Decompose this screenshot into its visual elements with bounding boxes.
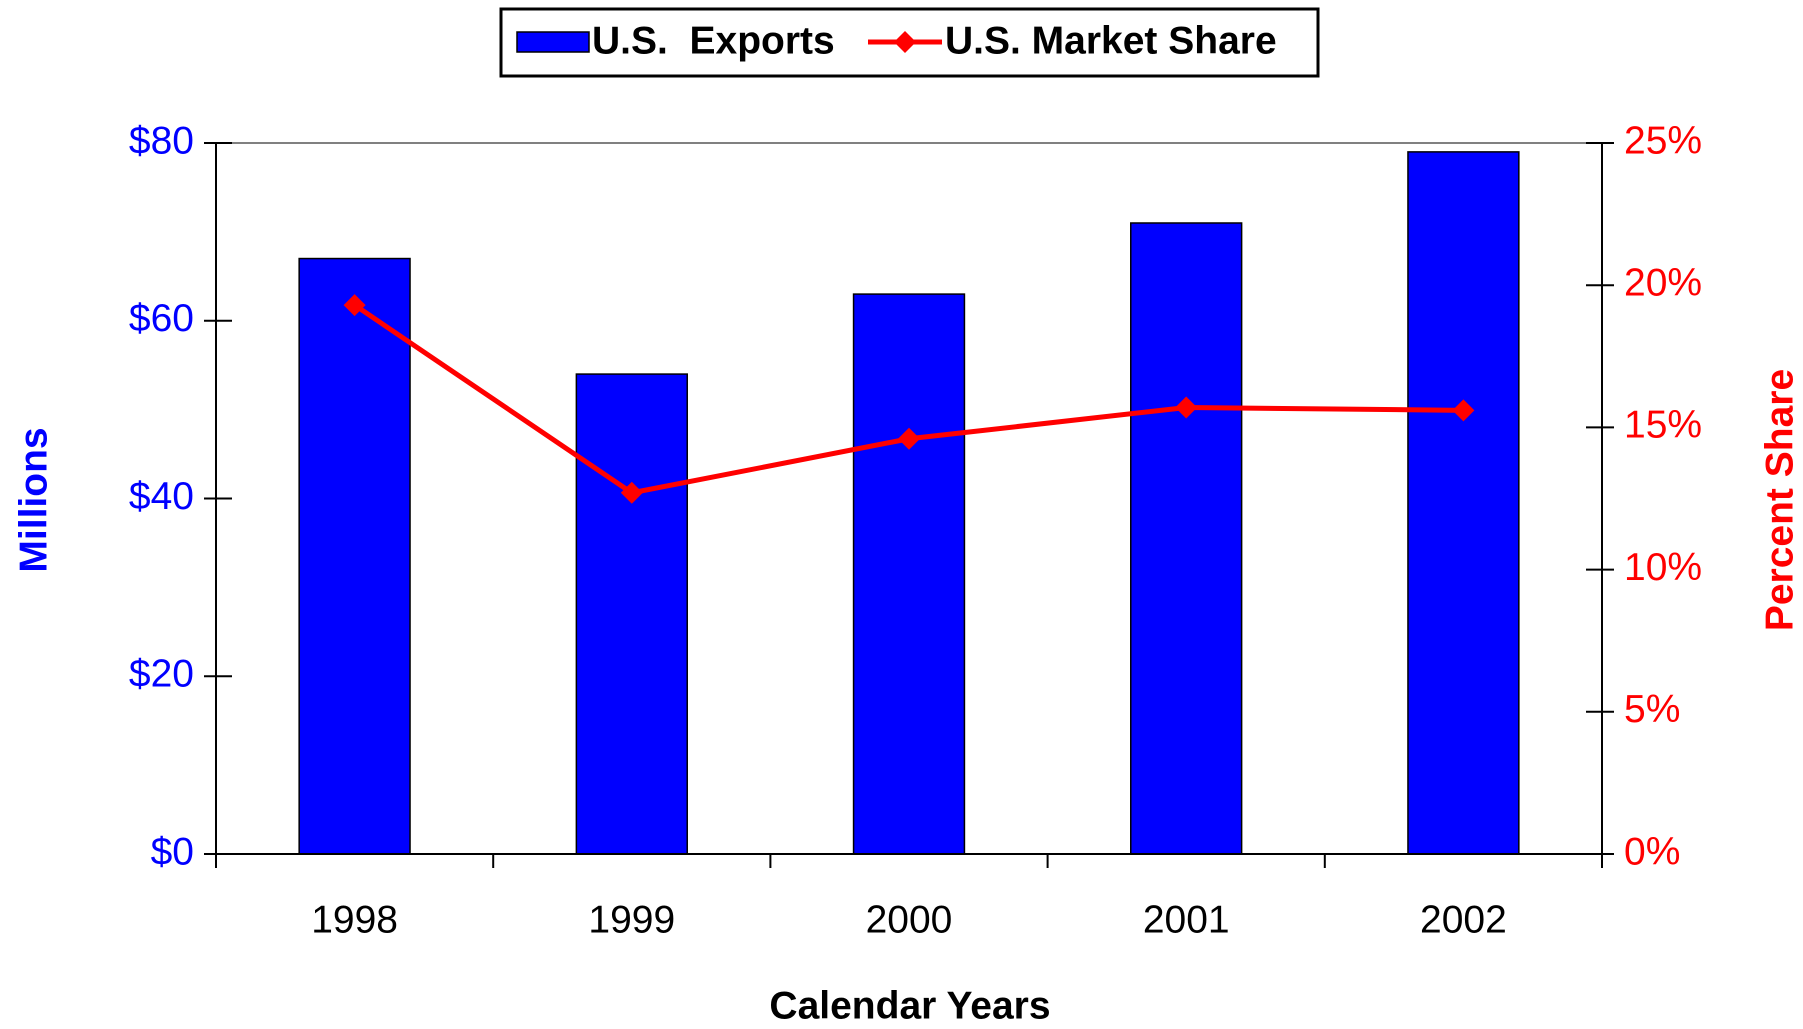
legend-swatch [516,31,590,53]
y-tick-label: $20 [129,653,194,696]
y2-tick-label: 20% [1624,261,1702,304]
x-tick-label: 1999 [588,898,675,941]
y2-tick-label: 25% [1624,119,1702,162]
legend-label: U.S. Market Share [945,19,1277,62]
y-axis-label: Millions [12,427,55,572]
y-tick-label: $0 [151,830,194,873]
x-tick-label: 2000 [866,898,953,941]
legend-marker [894,31,916,53]
bar [575,373,688,855]
y2-tick-label: 0% [1624,830,1680,873]
y2-axis-label: Percent Share [1758,369,1801,631]
bar [1130,222,1243,855]
y-tick-label: $40 [129,475,194,518]
x-tick-label: 2001 [1143,898,1230,941]
legend-label: U.S. Exports [592,19,835,62]
bar [852,293,966,855]
bar [1407,151,1520,855]
x-tick-label: 1998 [311,898,398,941]
marker [343,294,366,317]
marker [1452,399,1475,422]
y2-tick-label: 15% [1624,404,1702,447]
marker [898,427,920,450]
y-tick-label: $60 [129,297,194,340]
y2-tick-label: 5% [1624,688,1680,731]
x-tick-label: 2002 [1420,898,1507,941]
bar [298,257,411,855]
marker [1175,396,1198,419]
x-axis-label: Calendar Years [769,984,1050,1027]
marker [620,481,643,504]
y2-tick-label: 10% [1624,546,1702,589]
y-tick-label: $80 [129,119,194,162]
legend-box [499,7,1320,78]
